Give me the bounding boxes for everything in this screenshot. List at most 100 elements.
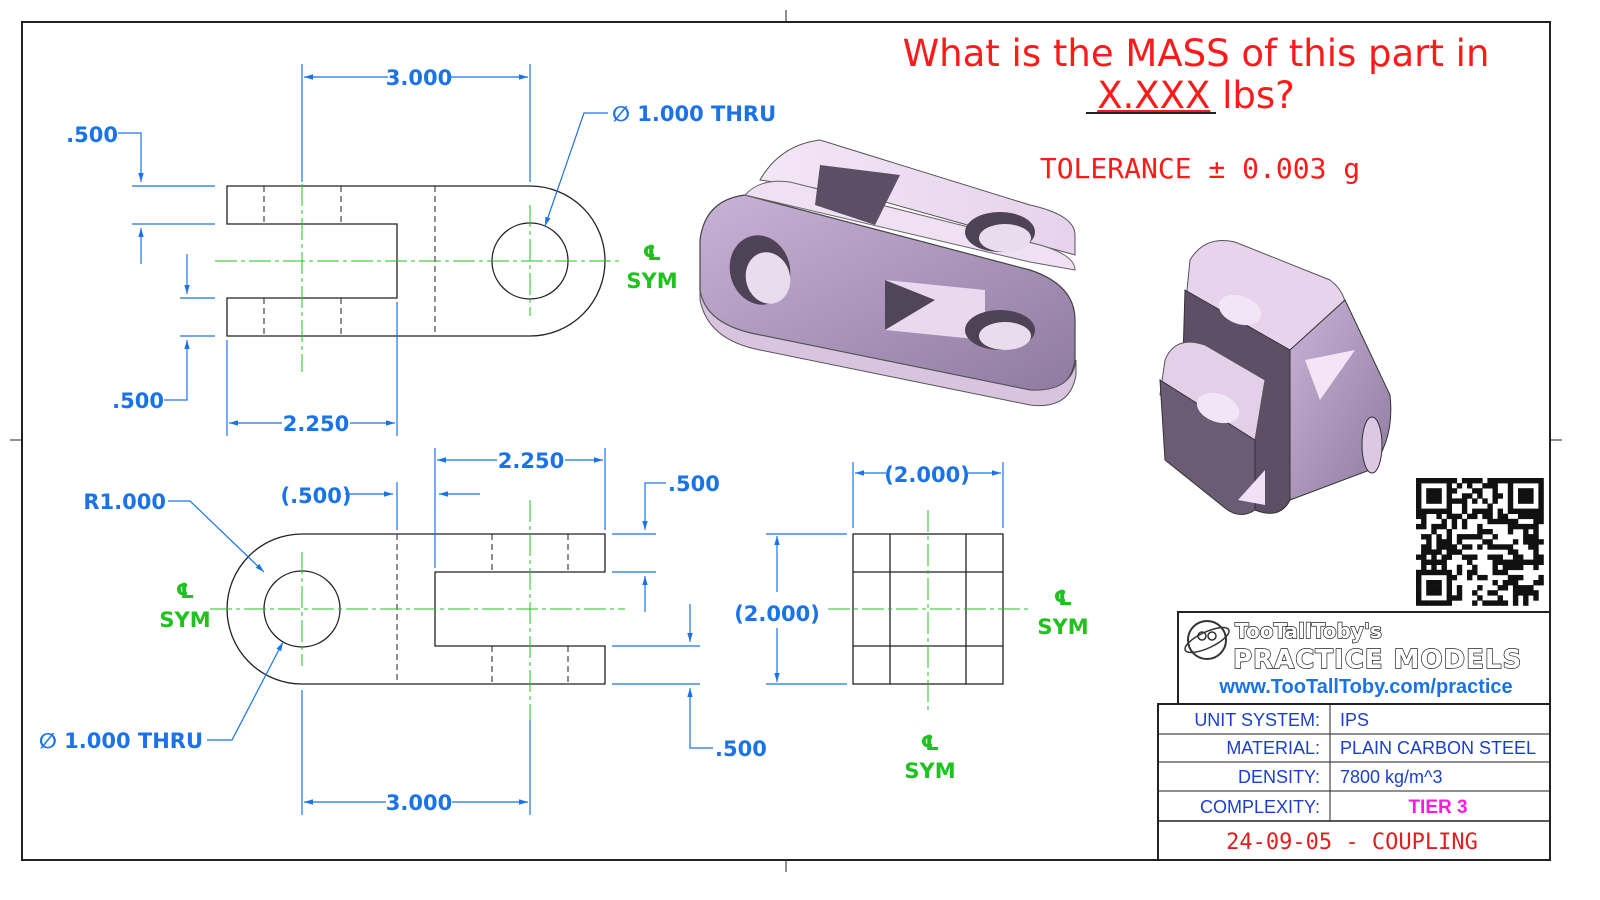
- dim-front-width: 3.000: [386, 791, 452, 815]
- qr-module: [1446, 478, 1452, 484]
- qr-module: [1436, 523, 1442, 530]
- qr-module: [1507, 564, 1514, 571]
- qr-module: [1497, 554, 1503, 560]
- qr-module: [1421, 600, 1427, 606]
- qr-module: [1523, 539, 1529, 545]
- dim-front-hole: ∅ 1.000 THRU: [39, 729, 203, 753]
- qr-module: [1431, 493, 1437, 499]
- qr-module: [1436, 498, 1442, 504]
- qr-module: [1451, 595, 1458, 601]
- qr-module: [1538, 478, 1544, 484]
- qr-module: [1446, 600, 1452, 606]
- qr-module: [1467, 534, 1473, 540]
- qr-module: [1426, 478, 1432, 484]
- qr-module: [1441, 559, 1447, 565]
- qr-module: [1533, 554, 1539, 560]
- qr-module: [1446, 574, 1452, 581]
- qr-module: [1436, 559, 1442, 565]
- tolerance-text: TOLERANCE ± 0.003 g: [1040, 152, 1360, 185]
- qr-module: [1497, 600, 1503, 606]
- qr-module: [1538, 554, 1544, 560]
- qr-module: [1456, 585, 1463, 591]
- qr-module: [1456, 590, 1463, 596]
- qr-module: [1477, 478, 1483, 484]
- qr-module: [1436, 585, 1442, 591]
- qr-module: [1497, 559, 1503, 565]
- qr-module: [1492, 478, 1498, 484]
- qr-module: [1446, 590, 1452, 596]
- qr-module: [1441, 523, 1447, 530]
- qr-module: [1416, 508, 1422, 514]
- qr-module: [1507, 559, 1514, 565]
- qr-module: [1533, 564, 1539, 571]
- qr-module: [1416, 595, 1422, 601]
- qr-module: [1426, 600, 1432, 606]
- qr-module: [1451, 544, 1458, 550]
- qr-module: [1528, 539, 1534, 545]
- qr-module: [1492, 493, 1498, 499]
- qr-module: [1492, 483, 1498, 489]
- qr-module: [1421, 523, 1427, 530]
- qr-module: [1538, 539, 1544, 545]
- qr-module: [1441, 539, 1447, 545]
- density-value: 7800 kg/m^3: [1340, 767, 1443, 787]
- qr-module: [1492, 518, 1498, 525]
- qr-module: [1512, 549, 1519, 555]
- qr-module: [1497, 544, 1503, 550]
- qr-module: [1523, 478, 1529, 484]
- qr-module: [1528, 585, 1534, 591]
- qr-module: [1502, 580, 1509, 586]
- qr-module: [1421, 564, 1427, 571]
- drawing-code: 24-09-05 - COUPLING: [1226, 830, 1478, 855]
- qr-module: [1416, 523, 1422, 530]
- unit-system-value: IPS: [1340, 710, 1369, 730]
- qr-module: [1487, 539, 1493, 545]
- qr-module: [1431, 488, 1437, 494]
- qr-module: [1472, 478, 1478, 484]
- dim-top-left-lower: .500: [112, 389, 164, 413]
- complexity-value: TIER 3: [1408, 797, 1467, 818]
- qr-module: [1528, 544, 1534, 550]
- dim-front-ref-500: (.500): [280, 484, 351, 508]
- qr-module: [1497, 478, 1503, 484]
- qr-module: [1487, 544, 1493, 550]
- qr-module: [1533, 508, 1539, 514]
- qr-module: [1487, 529, 1493, 535]
- qr-module: [1451, 498, 1458, 504]
- top-view: 3.000 .500 .500 2.250 ∅ 1.000 THRU ℄ SYM: [66, 64, 776, 436]
- sym-label: SYM: [159, 608, 210, 632]
- qr-module: [1461, 544, 1468, 550]
- centerline-symbol: ℄: [1054, 586, 1073, 610]
- qr-module: [1461, 534, 1468, 540]
- density-label: DENSITY:: [1238, 767, 1320, 787]
- dim-top-slot-length: 2.250: [283, 412, 349, 436]
- dim-top-left-upper: .500: [66, 123, 118, 147]
- qr-module: [1538, 488, 1544, 494]
- qr-module: [1512, 518, 1519, 525]
- qr-module: [1416, 488, 1422, 494]
- qr-module: [1426, 559, 1432, 565]
- qr-module: [1446, 554, 1452, 560]
- qr-module: [1528, 508, 1534, 514]
- qr-module: [1487, 478, 1493, 484]
- question-block: What is the MASS of this part in X.XXX l…: [903, 32, 1490, 185]
- qr-module: [1538, 493, 1544, 499]
- qr-module: [1456, 564, 1463, 571]
- qr-code: [1416, 478, 1544, 606]
- qr-module: [1467, 574, 1473, 581]
- qr-module: [1436, 549, 1442, 555]
- qr-module: [1461, 554, 1468, 560]
- centerline-symbol: ℄: [176, 579, 195, 603]
- qr-module: [1533, 549, 1539, 555]
- brand-url[interactable]: www.TooTallToby.com/practice: [1218, 676, 1512, 698]
- qr-module: [1528, 488, 1534, 494]
- qr-module: [1523, 508, 1529, 514]
- qr-module: [1528, 493, 1534, 499]
- qr-module: [1533, 595, 1539, 601]
- qr-module: [1538, 483, 1544, 489]
- qr-module: [1441, 600, 1447, 606]
- qr-module: [1416, 554, 1422, 560]
- qr-module: [1416, 580, 1422, 586]
- qr-module: [1523, 529, 1529, 535]
- qr-module: [1467, 554, 1473, 560]
